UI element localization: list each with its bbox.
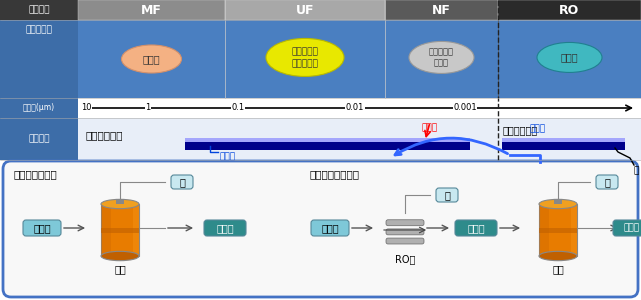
Text: RO: RO — [560, 4, 579, 16]
Bar — [0, 0, 641, 20]
Text: 膜の種類: 膜の種類 — [28, 5, 50, 14]
Bar — [539, 204, 549, 256]
Text: 【従来の濃縮】: 【従来の濃縮】 — [14, 169, 58, 179]
Text: RO膜: RO膜 — [395, 254, 415, 264]
Bar — [185, 142, 470, 150]
Bar — [0, 0, 78, 20]
Text: 【省エネ型濃縮】: 【省エネ型濃縮】 — [310, 169, 360, 179]
Ellipse shape — [122, 45, 181, 73]
Text: 中間体: 中間体 — [561, 52, 578, 62]
Bar — [133, 204, 139, 256]
FancyBboxPatch shape — [455, 220, 497, 236]
Bar — [0, 98, 78, 118]
Text: 中間体: 中間体 — [220, 152, 236, 161]
FancyBboxPatch shape — [386, 238, 424, 244]
Ellipse shape — [539, 251, 577, 261]
Text: 多価イオン
中分子: 多価イオン 中分子 — [429, 47, 454, 68]
Bar — [0, 118, 78, 160]
FancyBboxPatch shape — [436, 188, 458, 202]
Text: 希薄液: 希薄液 — [321, 223, 339, 233]
FancyBboxPatch shape — [3, 161, 638, 297]
Ellipse shape — [101, 251, 139, 261]
FancyBboxPatch shape — [204, 220, 246, 236]
Text: 不純物の除去: 不純物の除去 — [86, 130, 124, 140]
FancyBboxPatch shape — [311, 220, 349, 236]
FancyBboxPatch shape — [386, 229, 424, 235]
Bar — [101, 228, 139, 233]
Bar — [539, 228, 577, 233]
Text: 0.01: 0.01 — [345, 103, 364, 112]
Text: 濃縮液: 濃縮液 — [467, 223, 485, 233]
Ellipse shape — [101, 199, 139, 209]
Text: 濃縮液: 濃縮液 — [216, 223, 234, 233]
Text: 1: 1 — [146, 103, 151, 112]
Bar — [78, 0, 225, 20]
Bar — [0, 20, 641, 98]
Text: NF: NF — [432, 4, 451, 16]
Bar — [116, 199, 124, 204]
Text: 中間体の濃縮: 中間体の濃縮 — [503, 125, 538, 135]
Bar — [571, 204, 577, 256]
FancyBboxPatch shape — [386, 220, 424, 226]
Ellipse shape — [537, 42, 602, 72]
Text: 濃縮液: 濃縮液 — [624, 224, 640, 232]
Bar — [101, 204, 110, 256]
Bar — [385, 0, 498, 20]
Text: 0.1: 0.1 — [231, 103, 245, 112]
Text: 水: 水 — [179, 177, 185, 187]
Bar — [539, 204, 577, 256]
Text: タンパク質
生体高分子: タンパク質 生体高分子 — [292, 47, 319, 68]
Bar — [101, 204, 139, 256]
Text: 微生物: 微生物 — [143, 54, 160, 64]
Text: 10: 10 — [81, 103, 91, 112]
Text: MF: MF — [141, 4, 162, 16]
FancyBboxPatch shape — [171, 175, 193, 189]
Text: UF: UF — [296, 4, 314, 16]
Bar — [78, 118, 641, 160]
Bar — [0, 20, 78, 98]
Text: 希薄液: 希薄液 — [33, 223, 51, 233]
Bar — [225, 0, 385, 20]
Bar — [0, 98, 641, 118]
Text: 水: 水 — [634, 166, 639, 175]
Ellipse shape — [266, 38, 344, 76]
Text: 0.001: 0.001 — [453, 103, 477, 112]
Text: 水: 水 — [604, 177, 610, 187]
Text: 蔣発: 蔣発 — [552, 264, 564, 274]
Bar — [0, 118, 641, 160]
FancyBboxPatch shape — [596, 175, 618, 189]
Ellipse shape — [409, 41, 474, 74]
Text: 蔣発: 蔣発 — [114, 264, 126, 274]
Text: 中間体: 中間体 — [530, 124, 546, 133]
Text: 水: 水 — [444, 190, 450, 200]
Bar — [185, 138, 470, 142]
Bar — [498, 0, 641, 20]
Text: 適用効果: 適用効果 — [28, 134, 50, 143]
FancyBboxPatch shape — [613, 220, 641, 236]
Bar — [502, 142, 625, 150]
Bar — [502, 138, 625, 142]
Text: 発酵液成分: 発酵液成分 — [26, 26, 53, 34]
Text: 大きさ(μm): 大きさ(μm) — [23, 103, 55, 112]
FancyBboxPatch shape — [23, 220, 61, 236]
Bar — [554, 199, 562, 204]
Text: 不純物: 不純物 — [422, 123, 438, 132]
Ellipse shape — [539, 199, 577, 209]
